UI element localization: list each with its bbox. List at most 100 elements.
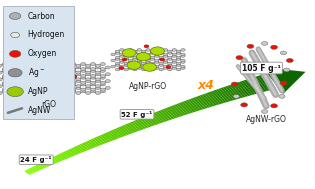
- Circle shape: [159, 68, 163, 71]
- Circle shape: [37, 91, 42, 94]
- Circle shape: [100, 74, 105, 77]
- Circle shape: [86, 78, 91, 81]
- Circle shape: [241, 103, 248, 107]
- Circle shape: [133, 64, 137, 66]
- Circle shape: [168, 64, 172, 66]
- Circle shape: [271, 104, 278, 108]
- Polygon shape: [237, 82, 250, 96]
- Circle shape: [115, 58, 120, 60]
- Polygon shape: [52, 156, 60, 162]
- Text: 52 F g⁻¹: 52 F g⁻¹: [121, 111, 153, 118]
- Circle shape: [111, 59, 115, 62]
- Polygon shape: [100, 134, 111, 142]
- Text: AgNW-rGO: AgNW-rGO: [246, 115, 287, 124]
- Circle shape: [41, 81, 46, 84]
- Circle shape: [137, 61, 141, 63]
- Circle shape: [120, 49, 124, 51]
- Polygon shape: [27, 169, 34, 174]
- Circle shape: [133, 50, 137, 53]
- Polygon shape: [223, 87, 236, 100]
- Circle shape: [71, 68, 76, 71]
- Circle shape: [27, 86, 32, 89]
- Circle shape: [105, 66, 110, 69]
- Circle shape: [81, 90, 86, 93]
- Circle shape: [155, 49, 159, 51]
- Polygon shape: [232, 84, 246, 98]
- Circle shape: [159, 62, 163, 65]
- Polygon shape: [98, 135, 108, 143]
- Polygon shape: [116, 127, 127, 136]
- Circle shape: [46, 78, 51, 81]
- Circle shape: [7, 66, 12, 69]
- Circle shape: [71, 69, 76, 72]
- Circle shape: [120, 67, 124, 69]
- Circle shape: [137, 67, 141, 69]
- Text: Hydrogen: Hydrogen: [28, 30, 65, 40]
- Polygon shape: [255, 76, 269, 91]
- Circle shape: [2, 68, 7, 71]
- Circle shape: [37, 78, 42, 81]
- Circle shape: [22, 83, 27, 86]
- Polygon shape: [153, 112, 165, 122]
- Circle shape: [56, 73, 61, 76]
- Circle shape: [46, 66, 51, 69]
- Circle shape: [7, 86, 12, 89]
- Polygon shape: [151, 113, 163, 123]
- Circle shape: [95, 78, 100, 81]
- Circle shape: [66, 86, 71, 89]
- Circle shape: [7, 73, 12, 76]
- Circle shape: [168, 50, 172, 53]
- Polygon shape: [109, 130, 120, 139]
- Polygon shape: [125, 123, 137, 132]
- Circle shape: [71, 74, 76, 77]
- Circle shape: [22, 81, 27, 84]
- Circle shape: [66, 71, 71, 74]
- Circle shape: [133, 68, 137, 71]
- Circle shape: [168, 52, 172, 54]
- Circle shape: [0, 78, 2, 81]
- Circle shape: [46, 85, 51, 88]
- Polygon shape: [139, 118, 151, 127]
- Circle shape: [61, 81, 66, 84]
- Circle shape: [95, 64, 100, 67]
- Polygon shape: [33, 165, 41, 171]
- Circle shape: [144, 45, 149, 48]
- Circle shape: [46, 73, 51, 76]
- Circle shape: [105, 73, 110, 76]
- Circle shape: [168, 68, 172, 71]
- Circle shape: [71, 88, 76, 91]
- Circle shape: [7, 91, 12, 94]
- Circle shape: [163, 49, 168, 51]
- Circle shape: [7, 85, 12, 88]
- Circle shape: [27, 73, 32, 76]
- Circle shape: [150, 68, 155, 71]
- Circle shape: [90, 63, 95, 66]
- Polygon shape: [260, 75, 274, 90]
- Circle shape: [51, 81, 56, 84]
- Circle shape: [51, 74, 56, 77]
- Circle shape: [56, 78, 61, 81]
- Polygon shape: [107, 131, 117, 140]
- Polygon shape: [220, 88, 234, 101]
- Circle shape: [56, 86, 61, 89]
- Polygon shape: [144, 116, 156, 126]
- Circle shape: [172, 49, 176, 51]
- Circle shape: [141, 62, 146, 65]
- Circle shape: [137, 55, 141, 57]
- Polygon shape: [102, 133, 113, 141]
- Circle shape: [51, 76, 56, 79]
- Circle shape: [2, 63, 7, 66]
- Circle shape: [271, 45, 278, 49]
- Circle shape: [141, 58, 146, 60]
- Circle shape: [2, 81, 7, 84]
- Circle shape: [12, 90, 17, 93]
- Circle shape: [8, 69, 22, 77]
- Circle shape: [129, 59, 133, 62]
- Circle shape: [86, 71, 91, 74]
- Circle shape: [111, 53, 115, 56]
- Circle shape: [17, 73, 22, 76]
- Circle shape: [90, 68, 95, 71]
- Circle shape: [76, 91, 81, 94]
- Text: AgNW: AgNW: [28, 106, 51, 115]
- Circle shape: [155, 59, 159, 62]
